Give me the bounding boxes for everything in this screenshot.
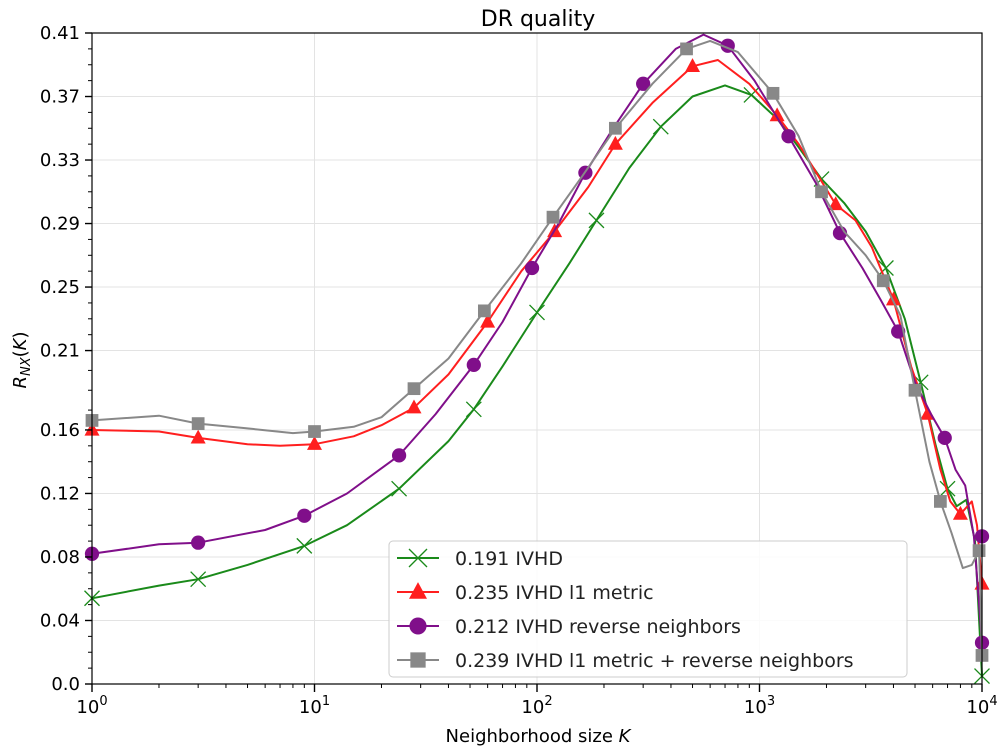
y-tick-label: 0.16 xyxy=(40,420,80,441)
data-point xyxy=(828,196,844,211)
data-point xyxy=(297,508,312,523)
y-tick-label: 0.08 xyxy=(40,547,80,568)
y-tick-label: 0.25 xyxy=(40,277,80,298)
y-tick-label: 0.21 xyxy=(40,341,80,362)
data-point xyxy=(815,185,828,199)
data-point xyxy=(190,571,207,588)
data-point xyxy=(769,107,785,122)
x-axis-label: Neighborhood size K xyxy=(446,726,632,747)
legend-label: 0.235 IVHD l1 metric xyxy=(455,582,654,604)
data-point xyxy=(972,544,986,557)
data-point xyxy=(307,435,322,450)
data-point xyxy=(466,357,481,372)
x-tick-label: 101 xyxy=(299,694,330,718)
data-point xyxy=(296,537,313,554)
legend-label: 0.191 IVHD xyxy=(455,548,563,570)
legend-entry: 0.191 IVHD xyxy=(397,548,563,570)
data-point xyxy=(876,274,890,288)
data-point xyxy=(546,210,560,224)
data-point xyxy=(933,495,947,508)
data-point xyxy=(652,118,669,135)
y-tick-label: 0.0 xyxy=(51,674,80,695)
legend: 0.191 IVHD 0.235 IVHD l1 metric 0.212 IVHD… xyxy=(388,540,908,678)
y-axis-label: RNX(K) xyxy=(10,331,34,388)
y-tick-label: 0.41 xyxy=(40,23,80,44)
series-line xyxy=(91,33,983,643)
data-point xyxy=(685,58,701,72)
y-tick-label: 0.37 xyxy=(40,87,80,108)
x-tick-label: 102 xyxy=(521,694,552,718)
data-point xyxy=(410,652,426,668)
data-point xyxy=(409,617,427,635)
data-point xyxy=(636,76,651,91)
data-point xyxy=(191,417,205,430)
data-point xyxy=(885,291,901,306)
y-tick-label: 0.33 xyxy=(40,150,80,171)
data-point xyxy=(877,260,894,276)
data-point xyxy=(407,382,421,396)
series-2 xyxy=(84,58,990,590)
data-point xyxy=(588,212,605,229)
data-point xyxy=(937,430,952,446)
series-line xyxy=(91,59,983,585)
data-point xyxy=(480,313,496,328)
data-point xyxy=(680,42,693,56)
data-point xyxy=(191,535,206,550)
data-point xyxy=(952,505,968,520)
data-point xyxy=(766,86,780,100)
data-point xyxy=(308,425,321,438)
axes: 0.0 0.04 0.08 0.12 0.16 0.21 0.25 0.29 0.33 0.37 0… xyxy=(40,23,998,718)
legend-label: 0.239 IVHD l1 metric + reverse neighbors xyxy=(455,650,854,672)
legend-label: 0.212 IVHD reverse neighbors xyxy=(455,616,741,638)
data-point xyxy=(524,260,540,276)
data-point xyxy=(408,548,428,568)
data-point xyxy=(477,304,491,318)
data-point xyxy=(781,129,796,144)
y-tick-label: 0.04 xyxy=(40,610,80,631)
data-point xyxy=(939,480,956,497)
data-point xyxy=(391,448,407,463)
data-point xyxy=(908,383,922,397)
data-point xyxy=(391,480,408,497)
x-tick-label: 104 xyxy=(966,694,997,718)
legend-box xyxy=(388,540,908,678)
data-point xyxy=(608,121,622,135)
legend-entry: 0.239 IVHD l1 metric + reverse neighbors xyxy=(397,650,854,672)
data-point xyxy=(529,304,545,321)
data-point xyxy=(743,86,760,103)
chart-title: DR quality xyxy=(481,7,595,32)
x-tick-label: 100 xyxy=(76,694,107,718)
data-point xyxy=(190,429,206,444)
y-tick-label: 0.29 xyxy=(40,214,80,235)
series-line xyxy=(91,39,983,656)
data-point xyxy=(465,401,482,418)
data-point xyxy=(409,582,427,599)
y-tick-label: 0.12 xyxy=(40,483,80,504)
legend-entry: 0.212 IVHD reverse neighbors xyxy=(397,616,741,638)
data-point xyxy=(891,324,906,339)
x-tick-label: 103 xyxy=(744,694,775,718)
data-point xyxy=(406,399,422,414)
series-layer xyxy=(84,33,990,685)
legend-entry: 0.235 IVHD l1 metric xyxy=(397,582,654,604)
data-point xyxy=(607,135,623,150)
series-3 xyxy=(84,33,990,650)
